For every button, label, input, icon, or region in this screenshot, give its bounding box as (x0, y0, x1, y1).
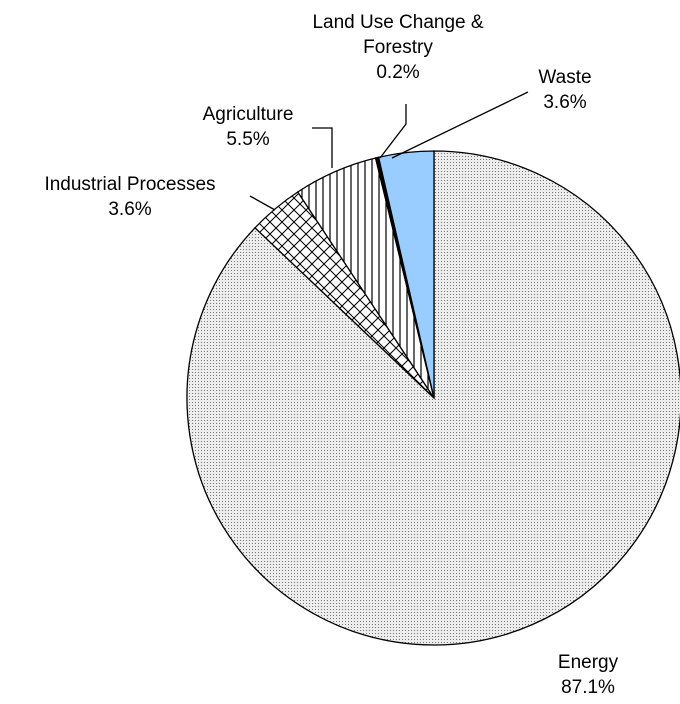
pie-slice (377, 150, 435, 399)
leader-line (312, 127, 333, 168)
value-label: 0.2% (376, 62, 420, 83)
leader-line (391, 91, 529, 159)
leader-line (379, 104, 407, 159)
slice-label: Waste 3.6% (510, 65, 620, 115)
category-label: Industrial Processes (44, 174, 216, 195)
value-label: 87.1% (561, 677, 615, 698)
value-label: 3.6% (543, 92, 587, 113)
leader-line (249, 195, 276, 211)
category-label: Land Use Change & Forestry (312, 12, 484, 58)
slice-label: Agriculture 5.5% (178, 102, 318, 152)
slice-label: Industrial Processes 3.6% (0, 172, 260, 222)
leader-lines (249, 91, 529, 211)
slice-label: Energy 87.1% (528, 650, 648, 700)
value-label: 5.5% (226, 129, 270, 150)
value-label: 3.6% (108, 199, 152, 220)
slice-label: Land Use Change & Forestry 0.2% (303, 10, 493, 85)
category-label: Waste (538, 67, 592, 88)
category-label: Agriculture (202, 104, 294, 125)
category-label: Energy (557, 652, 619, 673)
